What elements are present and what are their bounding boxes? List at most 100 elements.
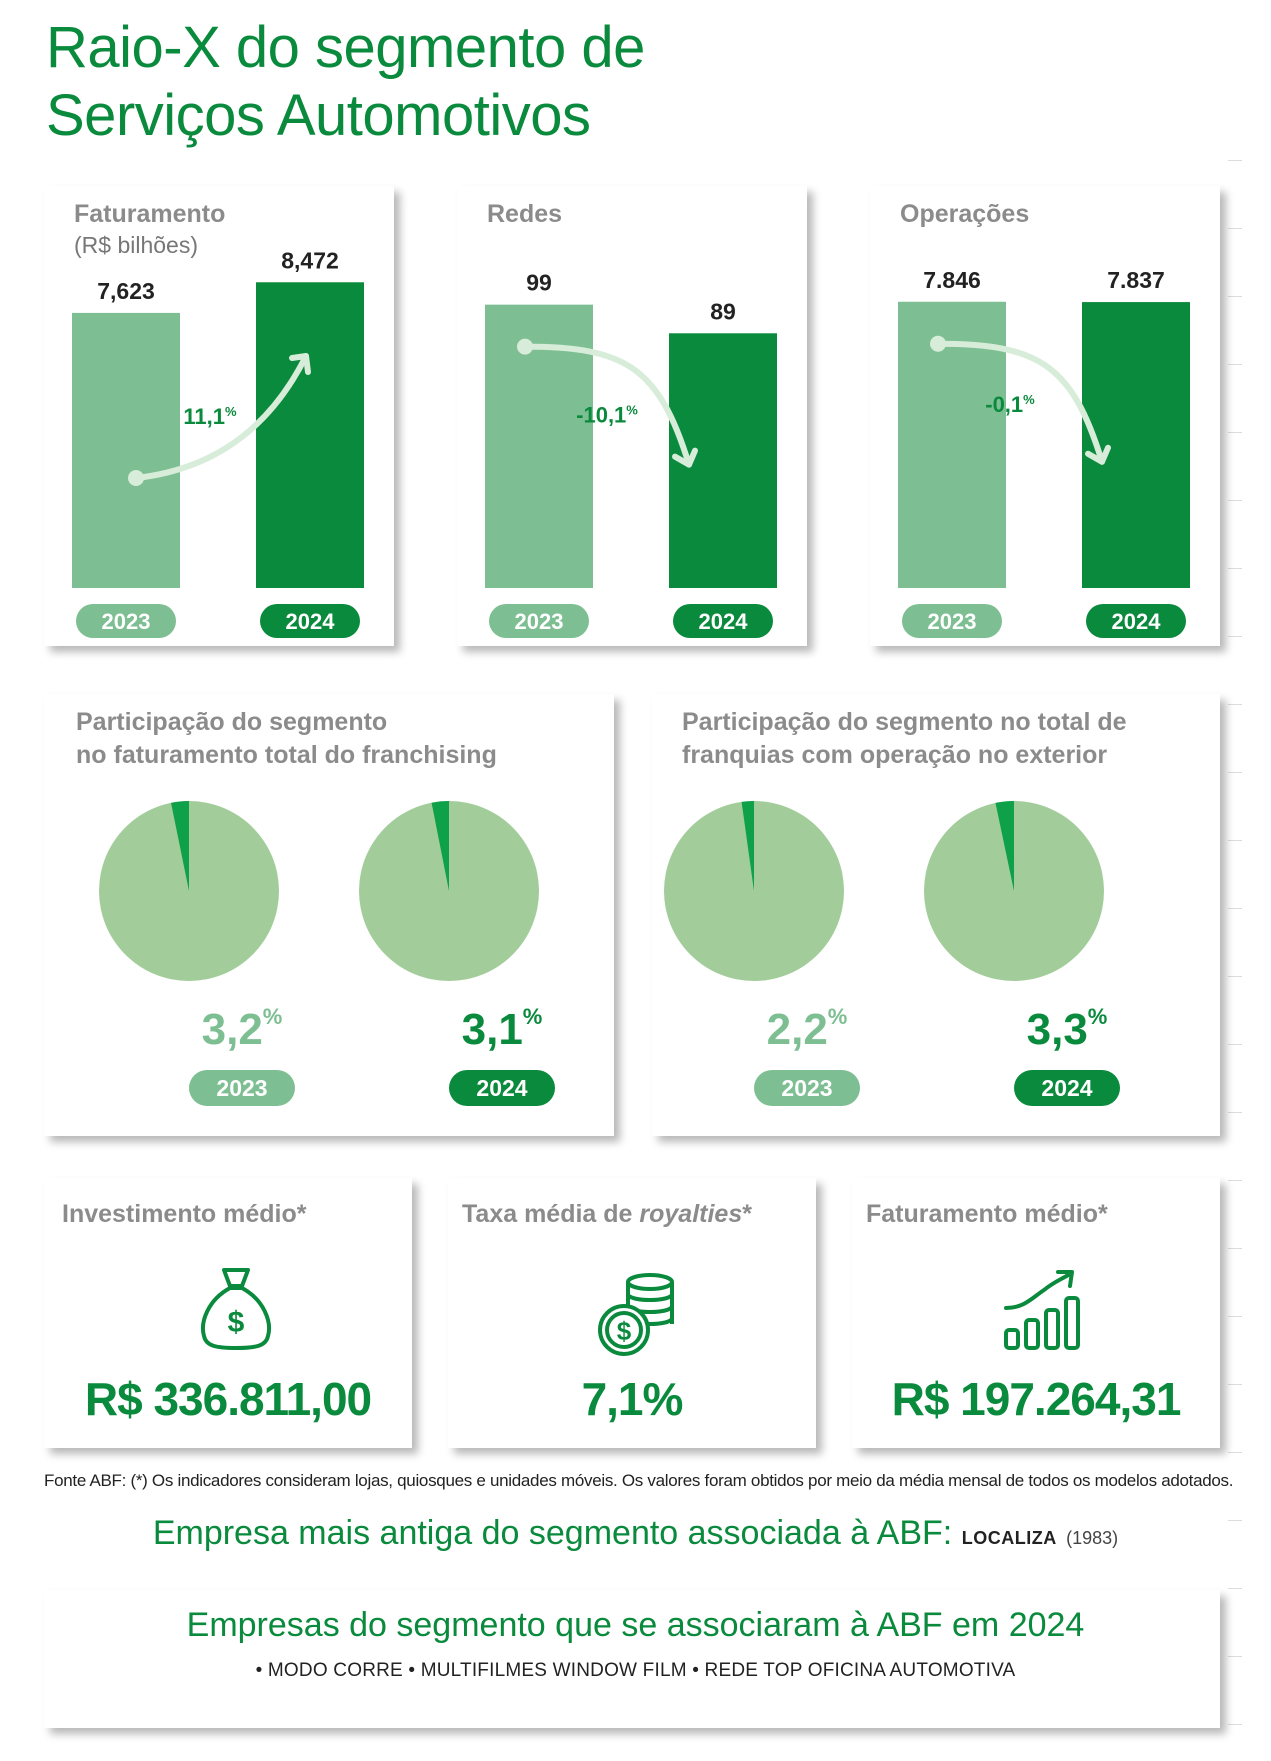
- pie-value-2023: 2,2%: [766, 1004, 848, 1054]
- pie-value-2024: 3,3%: [1026, 1004, 1108, 1054]
- edge-tick: [1228, 1452, 1242, 1453]
- trend-arrow-head: [672, 447, 698, 468]
- svg-text:$: $: [617, 1316, 632, 1346]
- pie-slice-2023: [171, 801, 189, 891]
- kpi-value: R$ 197.264,31: [891, 1373, 1182, 1425]
- edge-tick: [1228, 840, 1242, 841]
- growth-chart-icon: [1004, 1270, 1080, 1350]
- bar-2024: [1082, 302, 1190, 588]
- year-pill: [260, 604, 360, 638]
- year-pill: [673, 604, 773, 638]
- bar-value-label: 7.846: [923, 267, 981, 293]
- bar-card-redes: Redes 99 2023 89 2024 -10,1%: [457, 186, 807, 646]
- year-pill-2024: 2024: [449, 1070, 555, 1106]
- bar-value-label: 7,623: [97, 278, 155, 304]
- associated-card: [44, 1590, 1220, 1728]
- edge-tick: [1228, 160, 1242, 161]
- edge-ticks: [1228, 160, 1242, 1760]
- associated-title: Empresas do segmento que se associaram à…: [186, 1606, 1085, 1644]
- pie-chart-faturamento-franchising: [99, 801, 539, 981]
- bar-value-label: 8,472: [281, 247, 339, 273]
- bar-2024: [256, 282, 364, 588]
- trend-arrow-line: [133, 353, 309, 481]
- edge-tick: [1228, 1248, 1242, 1249]
- edge-tick: [1228, 704, 1242, 705]
- year-pill-label: 2023: [515, 609, 564, 634]
- bar-value-label: 7.837: [1107, 267, 1165, 293]
- year-pill: [902, 604, 1002, 638]
- edge-tick: [1228, 500, 1242, 501]
- oldest-label: Empresa mais antiga do segmento associad…: [152, 1514, 953, 1552]
- kpi-title: Investimento médio*: [62, 1200, 307, 1228]
- bar-value-label: 89: [710, 298, 736, 324]
- pie-slice-2024: [995, 801, 1014, 891]
- edge-tick: [1228, 1316, 1242, 1317]
- trend-arrow-line: [935, 340, 1105, 465]
- bar-card-title: Faturamento: [74, 200, 226, 228]
- edge-tick: [1228, 1724, 1242, 1725]
- page-title-line1: Raio-X do segmento de: [46, 15, 645, 80]
- footnote: Fonte ABF: (*) Os indicadores consideram…: [44, 1471, 1234, 1490]
- pie-value-2024: 3,1%: [461, 1004, 543, 1054]
- trend-arrow-head: [289, 353, 311, 375]
- change-label: -0,1%: [985, 392, 1035, 417]
- kpi-value: 7,1%: [581, 1373, 684, 1425]
- bar-2023: [898, 301, 1006, 588]
- year-pill-label: 2023: [102, 609, 151, 634]
- coins-icon: $: [598, 1273, 674, 1356]
- pie-chart-franquias-exterior: [664, 801, 1104, 981]
- kpi-value: R$ 336.811,00: [84, 1373, 372, 1425]
- edge-tick: [1228, 1384, 1242, 1385]
- edge-tick: [1228, 1180, 1242, 1181]
- oldest-company-name: LOCALIZA: [961, 1528, 1057, 1548]
- year-pill: [489, 604, 589, 638]
- bar-value-label: 99: [526, 270, 552, 296]
- edge-tick: [1228, 772, 1242, 773]
- trend-arrow-head: [1085, 444, 1111, 465]
- svg-text:$: $: [228, 1306, 245, 1339]
- trend-arrow-start: [128, 470, 144, 486]
- edge-tick: [1228, 1588, 1242, 1589]
- kpi-card-royalties: Taxa média de royalties* $ 7,1%: [448, 1178, 816, 1448]
- year-pill: [76, 604, 176, 638]
- year-pill-label: 2024: [1112, 609, 1162, 634]
- edge-tick: [1228, 1656, 1242, 1657]
- change-label: -10,1%: [576, 403, 638, 428]
- oldest-company-line: Empresa mais antiga do segmento associad…: [0, 1514, 1271, 1553]
- bar-2023: [72, 312, 180, 588]
- pie-value-2023: 3,2%: [201, 1004, 283, 1054]
- pie-card-title: Participação do segmento no faturamento …: [76, 706, 497, 772]
- pie-card-faturamento-franchising: Participação do segmento no faturamento …: [44, 694, 614, 1136]
- edge-tick: [1228, 1520, 1242, 1521]
- year-pill-2023: 2023: [754, 1070, 860, 1106]
- pie-slice-2023: [741, 801, 754, 891]
- year-pill: [1086, 604, 1186, 638]
- associated-list: • MODO CORRE • MULTIFILMES WINDOW FILM •…: [255, 1660, 1016, 1681]
- kpi-title: Faturamento médio*: [866, 1200, 1108, 1228]
- bar-chart-redes: 99 2023 89 2024 -10,1%: [485, 270, 777, 638]
- year-pill-label: 2024: [699, 609, 749, 634]
- edge-tick: [1228, 432, 1242, 433]
- edge-tick: [1228, 1044, 1242, 1045]
- kpi-card-faturamento-medio: Faturamento médio* R$ 197.264,31: [852, 1178, 1220, 1448]
- edge-tick: [1228, 636, 1242, 637]
- page-title-line2: Serviços Automotivos: [46, 83, 591, 148]
- edge-tick: [1228, 568, 1242, 569]
- year-pill-2024: 2024: [1014, 1070, 1120, 1106]
- trend-arrow-start: [930, 335, 946, 352]
- pie-card-title: Participação do segmento no total de fra…: [682, 706, 1127, 772]
- pie-slice-2024: [431, 801, 449, 891]
- kpi-title: Taxa média de royalties*: [462, 1200, 752, 1228]
- oldest-company-year: (1983): [1066, 1528, 1119, 1548]
- edge-tick: [1228, 908, 1242, 909]
- bar-chart-operacoes: 7.846 2023 7.837 2024 -0,1%: [898, 267, 1190, 638]
- pie-card-title-line1: Participação do segmento no total de: [682, 708, 1127, 736]
- year-pill-label: 2023: [928, 609, 977, 634]
- kpi-card-investimento: Investimento médio* $ R$ 336.811,00: [44, 1178, 412, 1448]
- edge-tick: [1228, 1112, 1242, 1113]
- bar-card-faturamento: Faturamento (R$ bilhões) 7,623 2023 8,472 2…: [44, 186, 394, 646]
- edge-tick: [1228, 364, 1242, 365]
- bar-card-title: Redes: [487, 200, 563, 228]
- bar-chart-faturamento: 7,623 2023 8,472 2024 11,1%: [72, 247, 364, 638]
- bar-card-subtitle: (R$ bilhões): [74, 232, 198, 258]
